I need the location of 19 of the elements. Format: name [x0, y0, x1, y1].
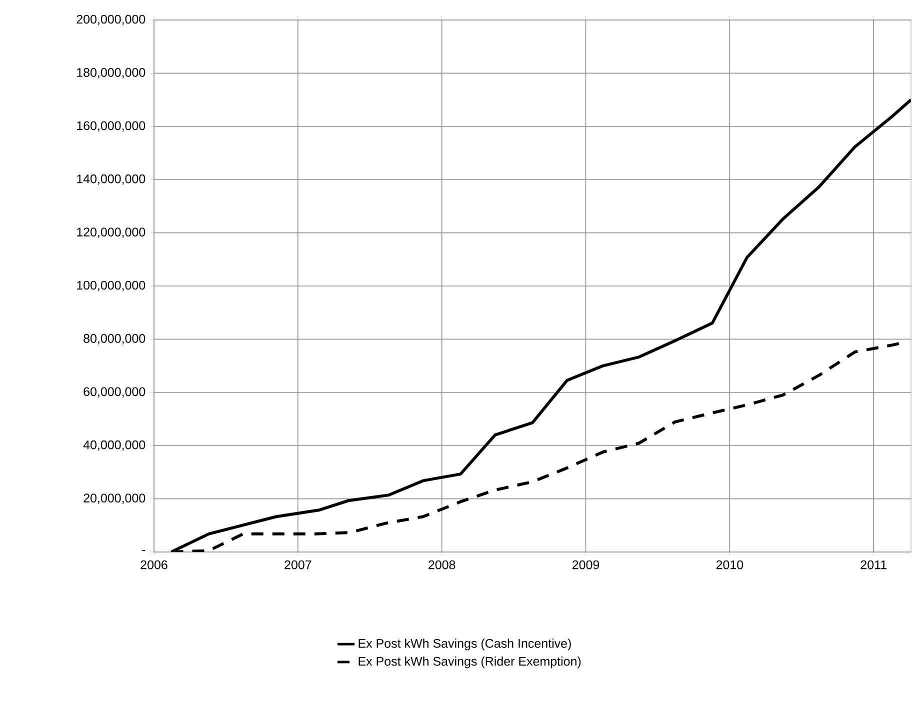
y-tick-label: - [142, 550, 146, 552]
y-tick-label: 20,000,000 [84, 494, 146, 504]
y-tick-label: 160,000,000 [77, 121, 146, 132]
y-tick-label: 40,000,000 [83, 440, 146, 451]
y-tick-label: 120,000,000 [77, 228, 146, 238]
x-tick-label: 2008 [428, 560, 456, 570]
x-tick-label: 2010 [716, 560, 744, 570]
x-tick-label: 2011 [860, 560, 886, 570]
legend-label: Ex Post kWh Savings (Cash Incentive) [358, 638, 571, 650]
y-tick-label: 100,000,000 [77, 280, 146, 292]
y-tick-label: 60,000,000 [84, 387, 146, 398]
y-tick-label: 180,000,000 [77, 68, 146, 78]
legend-label: Ex Post kWh Savings (Rider Exemption) [358, 656, 581, 668]
x-tick-label: 2006 [140, 560, 168, 570]
y-tick-label: 80,000,000 [84, 334, 146, 344]
x-tick-label: 2009 [572, 560, 600, 570]
y-tick-label: 140,000,000 [77, 174, 146, 185]
y-tick-label: 200,000,000 [76, 14, 146, 26]
x-tick-label: 2007 [284, 560, 312, 570]
